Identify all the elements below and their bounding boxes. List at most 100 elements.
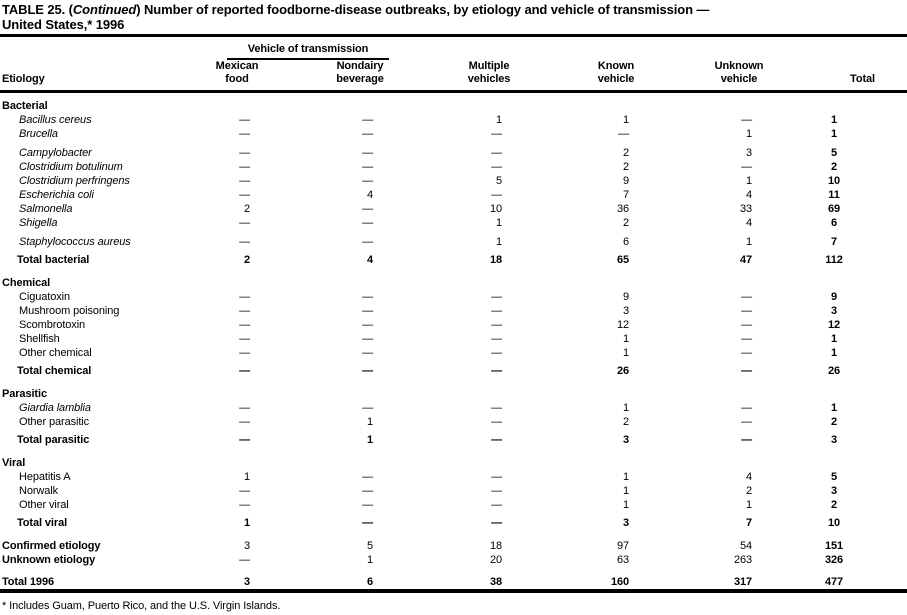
table-cell: — [289, 401, 431, 415]
total-row: Total bacterial 2 4 18 65 47 112 [0, 249, 907, 267]
cell-value: — [491, 305, 503, 317]
cell-value: 4 [745, 217, 753, 229]
cell-value: — [362, 499, 373, 511]
cell-value: 3 [831, 305, 838, 317]
table-cell: — [431, 484, 547, 498]
table-cell: 20 [431, 553, 547, 567]
cell-value: 1 [745, 175, 753, 187]
cell-value: — [362, 175, 373, 187]
cell-value: 1 [831, 333, 838, 345]
footnote: * Includes Guam, Puerto Rico, and the U.… [2, 600, 281, 612]
table-row: Mushroom poisoning — — — 3 — 3 [0, 304, 907, 318]
cell-value: — [239, 365, 250, 377]
table-cell: — [289, 360, 431, 378]
table-cell: 18 [431, 530, 547, 553]
table-cell: 4 [685, 188, 793, 202]
cell-value: 33 [739, 203, 753, 215]
table-cell: — [685, 113, 793, 127]
table-cell: 1 [185, 470, 289, 484]
table-cell: 97 [547, 530, 685, 553]
row-label: Norwalk [19, 485, 59, 497]
table-row: Shigella — — 1 2 4 6 [0, 216, 907, 230]
table-cell: 1 [431, 113, 547, 127]
table-cell: — [185, 484, 289, 498]
table-cell: 7 [547, 188, 685, 202]
table-cell: 9 [547, 290, 685, 304]
table-cell: 5 [289, 530, 431, 553]
column-header: vehicles [431, 73, 548, 93]
cell-value: — [239, 434, 250, 446]
table-cell: 65 [547, 249, 685, 267]
table-cell: 12 [547, 318, 685, 332]
table-cell: — [185, 141, 289, 160]
table-cell: — [185, 498, 289, 512]
cell-value: 26 [827, 365, 841, 377]
spacer-cell [431, 37, 907, 60]
table-cell: 6 [547, 230, 685, 249]
table-cell: — [185, 160, 289, 174]
row-label: Total 1996 [2, 576, 54, 588]
cell-value: 3 [243, 540, 250, 552]
table-row: Other chemical — — — 1 — 1 [0, 346, 907, 360]
cell-value: 1 [495, 114, 503, 126]
cell-value: — [362, 147, 373, 159]
table-cell: 9 [547, 174, 685, 188]
cell-value: — [362, 319, 373, 331]
cell-value: — [741, 434, 753, 446]
cell-value: 6 [831, 217, 838, 229]
cell-value: — [362, 128, 373, 140]
row-label: Unknown etiology [2, 554, 96, 566]
cell-value: 3 [831, 485, 838, 497]
cell-value: 1 [622, 402, 630, 414]
cell-value: 9 [622, 175, 630, 187]
row-label: Other chemical [19, 347, 92, 359]
row-label: Staphylococcus aureus [19, 236, 131, 248]
table-cell: 2 [547, 160, 685, 174]
row-label: Giardia lamblia [19, 402, 91, 414]
table-cell: 1 [793, 401, 907, 415]
column-header: vehicle [547, 73, 686, 93]
row-label: Ciguatoxin [19, 291, 70, 303]
section-name: Chemical [2, 277, 51, 289]
table-cell: — [431, 160, 547, 174]
table-row: Shellfish — — — 1 — 1 [0, 332, 907, 346]
cell-value: 6 [622, 236, 630, 248]
table-cell: — [185, 113, 289, 127]
cell-value: — [491, 499, 503, 511]
cell-value: 7 [622, 189, 630, 201]
cell-value: 12 [827, 319, 841, 331]
cell-value: — [491, 319, 503, 331]
table-cell: — [289, 332, 431, 346]
row-label: Total viral [17, 517, 68, 529]
cell-value: — [362, 485, 373, 497]
table-cell: — [431, 127, 547, 141]
table-row: Campylobacter — — — 2 3 5 [0, 141, 907, 160]
table-cell: — [431, 401, 547, 415]
table-cell: — [289, 113, 431, 127]
cell-value: 5 [495, 175, 503, 187]
table-cell: 7 [793, 230, 907, 249]
cell-value: 4 [366, 254, 373, 266]
cell-value: — [362, 347, 373, 359]
row-label: Scombrotoxin [19, 319, 86, 331]
cell-value: 5 [831, 147, 838, 159]
cell-value: 18 [489, 540, 503, 552]
table-cell: 160 [547, 567, 685, 589]
table-cell: 1 [547, 484, 685, 498]
row-label: Brucella [19, 128, 58, 140]
table-cell: — [431, 346, 547, 360]
outbreaks-table: Vehicle of transmission Mexican Nondairy… [0, 37, 907, 589]
cell-value: 1 [243, 517, 250, 529]
cell-value: 65 [616, 254, 630, 266]
table-cell: 5 [793, 141, 907, 160]
cell-value: 151 [824, 540, 844, 552]
column-header: Unknown [714, 60, 764, 72]
table-cell: 1 [685, 174, 793, 188]
cell-value: — [491, 434, 503, 446]
cell-value: 4 [366, 189, 373, 201]
column-header-row-2: Etiology food beverage vehicles vehicle … [0, 73, 907, 93]
table-cell: 3 [185, 567, 289, 589]
cell-value: — [362, 217, 373, 229]
section-name: Viral [2, 457, 26, 469]
row-label: Clostridium botulinum [19, 161, 123, 173]
